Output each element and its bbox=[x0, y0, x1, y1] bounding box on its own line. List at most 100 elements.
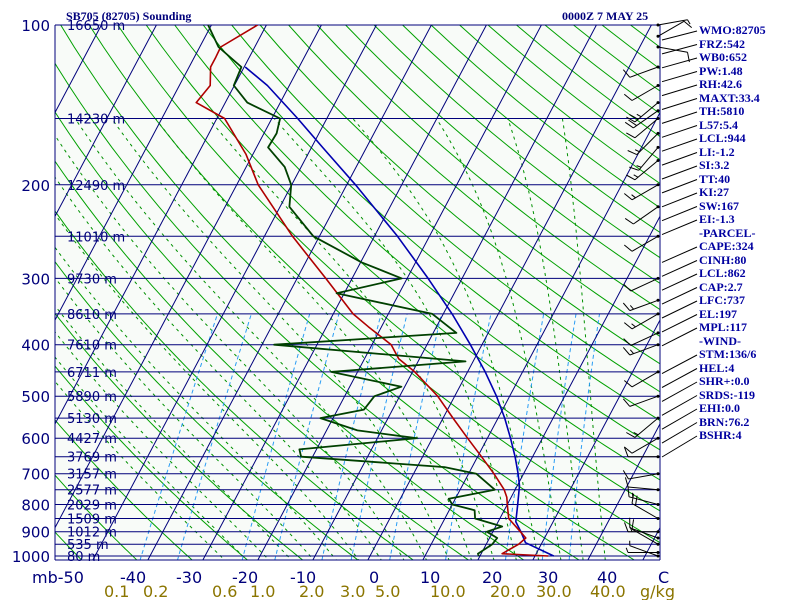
wind-barb bbox=[626, 159, 660, 181]
wind-barb-flag bbox=[633, 174, 639, 178]
wind-barb-flag bbox=[627, 150, 638, 156]
index-entry: SRDS:-119 bbox=[699, 387, 756, 402]
isobars bbox=[54, 24, 661, 561]
wind-barb-base bbox=[656, 34, 660, 38]
wind-barb-flag bbox=[629, 166, 639, 171]
isotherm bbox=[532, 319, 660, 560]
dry-adiabat bbox=[55, 419, 193, 560]
index-leader-line bbox=[661, 273, 698, 291]
mixing-ratio-line bbox=[350, 313, 408, 560]
index-leader-line bbox=[661, 57, 698, 69]
wind-barb bbox=[624, 109, 660, 129]
index-leader-line bbox=[661, 246, 698, 263]
height-label: 16650 m bbox=[67, 19, 125, 34]
wind-barb-shaft bbox=[638, 147, 659, 171]
isotherm bbox=[202, 25, 487, 560]
wind-barb-base bbox=[656, 455, 660, 459]
wind-barb-base bbox=[656, 394, 660, 398]
wind-barb-flag bbox=[636, 113, 642, 118]
temperature-tick-label: 40 bbox=[597, 568, 617, 587]
wind-barb-flag bbox=[626, 432, 636, 438]
wind-barb-base bbox=[656, 488, 660, 492]
isotherm bbox=[147, 25, 432, 560]
height-label: 1012 m bbox=[67, 526, 117, 541]
wind-barb-shaft bbox=[629, 395, 659, 407]
wind-barb-base bbox=[656, 159, 660, 162]
height-label: 7610 m bbox=[67, 339, 117, 354]
wind-barb bbox=[622, 394, 660, 407]
index-entry: EI:-1.3 bbox=[699, 212, 735, 226]
wind-barb-shaft bbox=[631, 437, 659, 454]
wind-barb-flag bbox=[625, 547, 629, 553]
wind-barb bbox=[622, 65, 660, 78]
wind-barb-base bbox=[656, 343, 660, 347]
dry-adiabat bbox=[316, 25, 660, 311]
wind-barb bbox=[623, 370, 660, 388]
wind-barb-base bbox=[656, 45, 660, 49]
isotherm bbox=[587, 422, 660, 560]
wind-barb-base bbox=[656, 416, 660, 420]
dry-adiabat bbox=[231, 25, 660, 393]
wind-barb-flag bbox=[624, 217, 634, 225]
mixing-ratio-label: 1.0 bbox=[250, 582, 275, 600]
dry-adiabat bbox=[55, 312, 304, 560]
wind-barb-shaft bbox=[629, 344, 659, 356]
wind-barb-shaft bbox=[634, 118, 659, 139]
wind-barb bbox=[622, 470, 660, 480]
temperature-tick-label: C bbox=[658, 568, 669, 587]
wind-barb-base bbox=[656, 312, 660, 316]
mixing-ratio-line bbox=[177, 313, 252, 560]
index-entry: LFC:737 bbox=[699, 293, 745, 307]
wind-barb-shaft bbox=[636, 133, 659, 155]
index-entry: LI:-1.2 bbox=[699, 144, 735, 159]
wind-barb-flag bbox=[629, 305, 634, 310]
wind-barb bbox=[623, 183, 660, 201]
wind-barb-base bbox=[656, 331, 660, 335]
wind-barb-flag bbox=[623, 446, 633, 454]
wind-barb-flag bbox=[634, 149, 640, 153]
wind-barb-flag bbox=[622, 302, 631, 311]
index-leader-line bbox=[661, 125, 698, 138]
index-leader-line bbox=[661, 314, 698, 333]
index-leader-line bbox=[661, 71, 698, 83]
wind-barb-base bbox=[656, 542, 660, 546]
wind-barb bbox=[623, 436, 660, 454]
temperature-tick-label: -10 bbox=[290, 568, 316, 587]
temperature-tick-label: mb-50 bbox=[32, 568, 84, 587]
wind-barb bbox=[624, 447, 660, 459]
index-entry: WB0:652 bbox=[699, 50, 747, 64]
pressure-tick-label: 800 bbox=[21, 497, 50, 515]
wind-barb bbox=[626, 101, 660, 123]
wind-barb-shaft bbox=[657, 20, 685, 37]
isotherm bbox=[0, 25, 46, 567]
wind-barb-base bbox=[656, 536, 660, 540]
isotherm bbox=[312, 25, 597, 560]
mixing-ratio-unit: g/kg bbox=[640, 582, 675, 600]
wind-barb-flag bbox=[626, 174, 636, 181]
profiles bbox=[195, 25, 555, 557]
dry-adiabat bbox=[145, 25, 660, 481]
wind-barb-flag bbox=[622, 69, 631, 78]
height-labels: 16650 m 14230 m 12490 m 11010 m 9730 m 8610 m… bbox=[67, 19, 125, 565]
wind-barb bbox=[623, 84, 660, 101]
dry-adiabat bbox=[174, 25, 660, 451]
wind-barb-flag bbox=[622, 470, 629, 480]
height-label: 3769 m bbox=[67, 451, 117, 466]
wind-barb-base bbox=[656, 205, 660, 209]
parcel-trace bbox=[244, 66, 555, 557]
wind-barb-flag bbox=[623, 244, 633, 252]
isotherm bbox=[367, 25, 652, 560]
wind-barb-base bbox=[656, 117, 660, 120]
index-leader-line bbox=[661, 111, 698, 124]
wind-barb-flag bbox=[623, 193, 633, 201]
wind-barb-flag bbox=[631, 519, 635, 530]
index-leader-line bbox=[661, 138, 698, 152]
index-entry: RH:42.6 bbox=[699, 77, 742, 91]
temperature-tick-label: -40 bbox=[120, 568, 146, 587]
wind-barb-shaft bbox=[657, 19, 688, 26]
index-leader-line bbox=[661, 179, 698, 194]
temperature-tick-label: 30 bbox=[538, 568, 558, 587]
indices-panel: WMO:82705 FRZ:542 WB0:652 PW:1.48 RH:42.6 MAX… bbox=[699, 23, 800, 443]
index-entry: EHI:0.0 bbox=[699, 401, 741, 415]
